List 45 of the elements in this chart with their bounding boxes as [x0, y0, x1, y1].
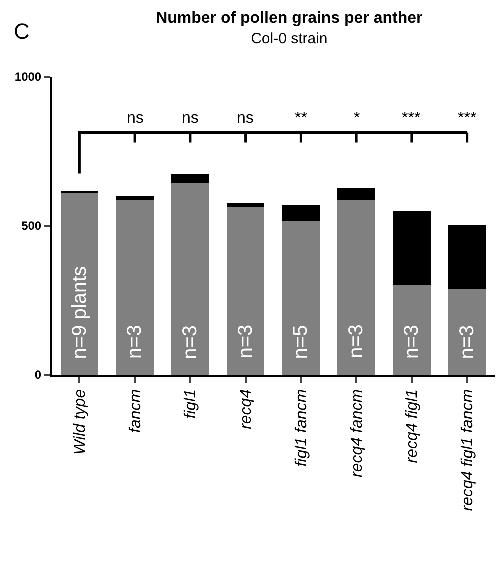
bar — [338, 200, 376, 375]
bar — [116, 200, 154, 375]
bar — [282, 220, 320, 375]
x-tick-label: recq4 fancm — [348, 389, 366, 478]
bar — [338, 188, 376, 200]
bar — [172, 174, 210, 183]
y-tick-label: 1000 — [14, 70, 42, 84]
annotation: n=5 — [290, 325, 312, 360]
x-tick-label: Wild type — [72, 389, 89, 456]
x-tick-label: figl1 fancm — [293, 389, 310, 467]
y-tick-label: 0 — [34, 368, 42, 382]
annotation: * — [354, 110, 360, 127]
bar — [60, 194, 99, 375]
annotation: n=3 — [456, 325, 478, 360]
annotation: n=3 — [179, 326, 202, 360]
bar — [226, 202, 265, 208]
annotation: ** — [295, 110, 308, 127]
bar — [448, 288, 486, 375]
x-tick-label: recq4 — [238, 389, 256, 430]
annotation: *** — [402, 110, 421, 127]
bar — [116, 196, 154, 200]
bar — [448, 226, 486, 289]
annotation: ns — [237, 110, 254, 127]
annotation: n=3 — [124, 325, 146, 360]
annotation: n=3 — [400, 325, 423, 359]
x-tick-label: recq4 figl1 — [404, 389, 422, 464]
annotation: ns — [127, 110, 144, 127]
x-tick-label: figl1 — [182, 389, 200, 419]
bar — [226, 208, 265, 375]
bar — [60, 190, 99, 194]
x-tick-label: fancm — [127, 389, 144, 433]
chart-subtitle: Col-0 strain — [251, 30, 328, 48]
bar — [282, 206, 320, 221]
annotation: ns — [182, 110, 199, 127]
annotation: *** — [458, 110, 477, 127]
bar — [393, 210, 431, 285]
chart-title: Number of pollen grains per anther — [156, 10, 423, 27]
bar — [172, 182, 210, 375]
annotation: n=3 — [346, 324, 368, 359]
x-tick-label: recq4 figl1 fancm — [460, 389, 477, 512]
text: C — [14, 19, 30, 44]
annotation: n=3 — [234, 324, 257, 359]
annotation: n=9 plants — [69, 266, 92, 360]
bar — [393, 285, 431, 375]
y-tick-label: 500 — [22, 219, 42, 234]
